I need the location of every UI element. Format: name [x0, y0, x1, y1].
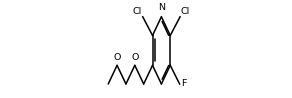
Text: O: O: [113, 53, 121, 62]
Text: Cl: Cl: [133, 7, 142, 16]
Text: F: F: [181, 79, 186, 88]
Text: O: O: [131, 53, 138, 62]
Text: Cl: Cl: [181, 7, 190, 16]
Text: N: N: [158, 3, 165, 12]
